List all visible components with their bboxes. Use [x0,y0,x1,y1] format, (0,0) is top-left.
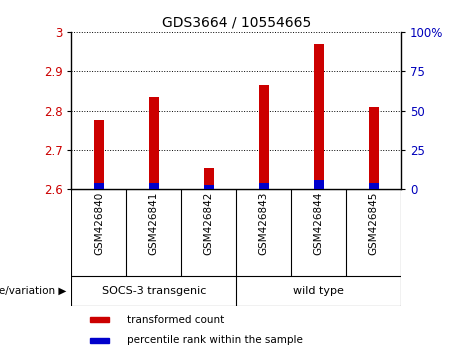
Bar [369,183,378,189]
Text: transformed count: transformed count [127,315,225,325]
Bar [369,107,378,189]
Text: GSM426842: GSM426842 [204,192,214,255]
Text: SOCS-3 transgenic: SOCS-3 transgenic [102,286,206,296]
Bar [94,120,104,189]
Bar [90,338,109,343]
Text: GSM426843: GSM426843 [259,192,269,255]
Bar [149,97,159,189]
Text: GSM426845: GSM426845 [369,192,378,255]
Title: GDS3664 / 10554665: GDS3664 / 10554665 [162,15,311,29]
Text: GSM426844: GSM426844 [313,192,324,255]
Bar [314,44,324,189]
Bar [314,180,324,189]
Text: percentile rank within the sample: percentile rank within the sample [127,335,303,345]
Text: GSM426840: GSM426840 [94,192,104,255]
Bar [94,183,104,189]
Text: GSM426841: GSM426841 [149,192,159,255]
Bar [259,183,269,189]
Bar [259,85,269,189]
Bar [149,183,159,189]
Bar [204,168,214,189]
Bar [204,185,214,189]
Text: wild type: wild type [293,286,344,296]
Text: genotype/variation ▶: genotype/variation ▶ [0,286,67,296]
Bar [90,318,109,322]
